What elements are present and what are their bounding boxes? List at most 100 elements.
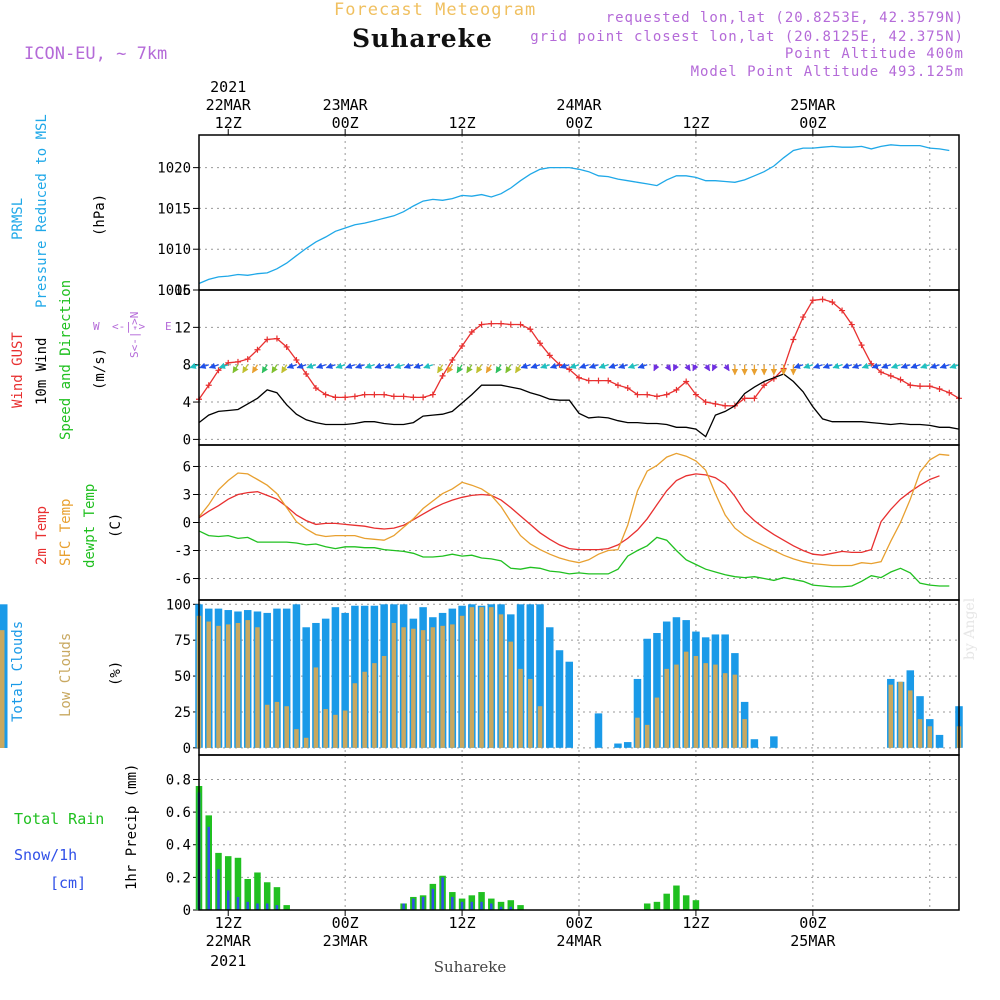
bottom-time-label: 12Z xyxy=(215,914,242,932)
requested-coords: requested lon,lat (20.8253E, 42.3579N) xyxy=(605,10,964,26)
clouds-bar-1 xyxy=(352,683,358,748)
gust-marker xyxy=(322,391,329,398)
footer-location: Suhareke xyxy=(434,958,507,976)
gust-marker xyxy=(254,346,261,353)
clouds-bar-1 xyxy=(274,701,280,748)
wind-direction-arrow xyxy=(296,362,307,369)
clouds-bar-1 xyxy=(635,717,640,748)
clouds-bar-0 xyxy=(341,612,349,748)
gust-marker xyxy=(449,357,456,364)
gust-marker xyxy=(858,342,865,349)
clouds-bar-1 xyxy=(333,714,338,748)
wind-gust-label: Wind GUST xyxy=(10,332,26,408)
wind-direction-arrow xyxy=(812,362,823,369)
wind-direction-arrow xyxy=(393,362,404,369)
clouds-bar-1 xyxy=(401,627,406,748)
wind-direction-arrow xyxy=(208,362,219,369)
wind-direction-arrow xyxy=(861,362,872,369)
precipitation-panel: 0 0.2 0.4 0.6 0.8 xyxy=(166,754,960,919)
precipitation-bar-1 xyxy=(256,903,259,910)
gust-marker xyxy=(459,343,466,350)
clouds-bar-1 xyxy=(342,710,348,748)
precipitation-bar-0 xyxy=(224,856,232,910)
precipitation-bar-1 xyxy=(490,903,493,910)
gust-marker xyxy=(546,352,553,359)
wind-direction-arrow xyxy=(692,364,699,372)
bottom-time-label: 12Z xyxy=(449,914,476,932)
wind-direction-arrow xyxy=(374,362,385,369)
precipitation-bar-0 xyxy=(234,857,242,910)
precipitation-bar-0 xyxy=(497,901,505,910)
temp-dewpt-label: dewpt Temp xyxy=(82,484,98,568)
gust-marker xyxy=(790,336,797,343)
wind-direction-arrow xyxy=(189,362,200,369)
compass-arrows: <-|-> xyxy=(112,320,145,333)
gust-marker xyxy=(741,395,748,402)
precipitation-bar-1 xyxy=(226,890,230,910)
bottom-time-label: 12Z xyxy=(682,914,709,932)
wind-direction-arrow xyxy=(384,362,395,369)
gust-marker xyxy=(887,372,894,379)
precipitation-bar-1 xyxy=(499,906,503,910)
snow-unit-label: [cm] xyxy=(50,874,86,892)
clouds-bar-1 xyxy=(411,628,416,748)
gust-marker xyxy=(722,402,729,409)
precipitation-bar-1 xyxy=(265,903,269,910)
wind-direction-arrow xyxy=(711,364,718,372)
clouds-bar-0 xyxy=(555,650,564,748)
wind-direction-arrow xyxy=(929,362,940,369)
wind-panel-labels: Wind GUST 10m Wind Speed and Direction (… xyxy=(10,280,172,440)
precipitation-bar-1 xyxy=(421,896,425,910)
clouds-bar-1 xyxy=(381,655,387,748)
gust-marker xyxy=(702,399,709,406)
temp-sfc-label: SFC Temp xyxy=(58,499,74,566)
clouds-bar-1 xyxy=(537,706,543,748)
wind-direction-arrow xyxy=(803,362,814,369)
low-clouds-label: Low Clouds xyxy=(58,633,74,717)
wind-direction-arrow xyxy=(608,362,619,369)
precipitation-bar-1 xyxy=(402,903,405,910)
wind-direction-arrow xyxy=(335,362,346,369)
precipitation-bar-0 xyxy=(682,895,690,910)
wind-panel: 0 4 8 12 16 xyxy=(174,283,962,448)
clouds-bar-1 xyxy=(683,651,689,748)
y-tick-label: 3 xyxy=(183,487,191,503)
y-tick-label: 12 xyxy=(174,320,191,336)
clouds-bar-1 xyxy=(323,709,328,748)
wind-direction-arrow xyxy=(598,362,609,369)
y-tick-label: 0.6 xyxy=(166,805,191,821)
pressure-frame xyxy=(198,134,960,291)
precipitation-bar-0 xyxy=(692,900,700,910)
gust-marker xyxy=(878,369,885,376)
clouds-bar-0 xyxy=(321,618,330,748)
bottom-time-label: 00Z xyxy=(799,914,826,932)
clouds-bar-1 xyxy=(420,630,426,748)
temperature-series-2 xyxy=(198,530,950,588)
precipitation-bar-0 xyxy=(673,885,680,910)
wind-direction-arrow xyxy=(900,362,911,369)
wind-direction-arrow xyxy=(456,364,463,374)
y-tick-label: 4 xyxy=(183,395,191,411)
clouds-bar-1 xyxy=(225,624,231,748)
precipitation-bar-0 xyxy=(507,900,515,910)
y-tick-label: 0.8 xyxy=(166,772,191,788)
clouds-bar-1 xyxy=(284,706,289,748)
wind-direction-arrow xyxy=(325,362,336,369)
gust-marker xyxy=(429,391,436,398)
clouds-bar-0 xyxy=(565,661,574,748)
y-tick-label: 1010 xyxy=(157,242,191,258)
wind-direction-arrow xyxy=(281,364,288,374)
y-tick-label: 1020 xyxy=(157,161,191,177)
precipitation-bar-0 xyxy=(244,879,251,910)
gust-marker xyxy=(205,382,212,389)
wind-direction-arrow xyxy=(618,362,628,369)
wind-direction-arrow xyxy=(232,364,239,374)
clouds-bar-1 xyxy=(927,726,933,748)
clouds-bar-1 xyxy=(391,622,397,748)
wind-direction-arrow xyxy=(345,362,356,369)
gust-marker xyxy=(712,400,719,407)
gust-marker xyxy=(624,385,631,392)
wind-direction-arrow xyxy=(588,362,599,369)
precipitation-bar-1 xyxy=(470,901,474,910)
y-tick-label: 50 xyxy=(174,669,191,685)
